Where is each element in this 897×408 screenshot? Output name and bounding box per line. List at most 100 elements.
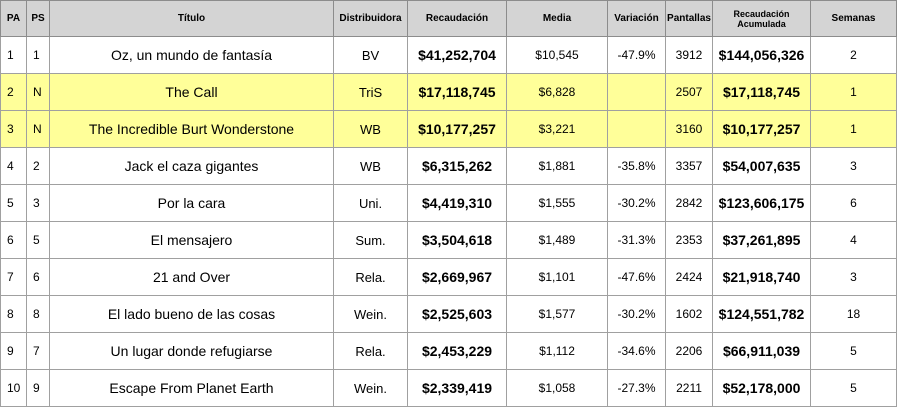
cell-distributor: Wein. — [333, 369, 408, 407]
table-row: 4 2 Jack el caza gigantes WB $6,315,262 … — [0, 147, 897, 185]
cell-pa: 7 — [0, 258, 27, 296]
cell-distributor: BV — [333, 36, 408, 74]
cell-pa: 3 — [0, 110, 27, 148]
cell-cumulative: $66,911,039 — [712, 332, 811, 370]
cell-gross: $17,118,745 — [407, 73, 507, 111]
table-row: 7 6 21 and Over Rela. $2,669,967 $1,101 … — [0, 258, 897, 296]
cell-gross: $6,315,262 — [407, 147, 507, 185]
cell-pa: 4 — [0, 147, 27, 185]
cell-screens: 2211 — [665, 369, 713, 407]
table-row: 1 1 Oz, un mundo de fantasía BV $41,252,… — [0, 36, 897, 74]
cell-change: -34.6% — [607, 332, 666, 370]
cell-ps: 2 — [26, 147, 50, 185]
cell-ps: N — [26, 73, 50, 111]
cell-change: -47.6% — [607, 258, 666, 296]
cell-change: -30.2% — [607, 184, 666, 222]
cell-distributor: Rela. — [333, 258, 408, 296]
cell-average: $1,881 — [506, 147, 608, 185]
cell-ps: 1 — [26, 36, 50, 74]
cell-cumulative: $17,118,745 — [712, 73, 811, 111]
cell-pa: 9 — [0, 332, 27, 370]
header-average: Media — [506, 0, 608, 37]
cell-distributor: Rela. — [333, 332, 408, 370]
cell-pa: 8 — [0, 295, 27, 333]
cell-average: $1,058 — [506, 369, 608, 407]
cell-pa: 1 — [0, 36, 27, 74]
table-row: 9 7 Un lugar donde refugiarse Rela. $2,4… — [0, 332, 897, 370]
cell-pa: 2 — [0, 73, 27, 111]
cell-weeks: 5 — [810, 332, 897, 370]
table-row: 8 8 El lado bueno de las cosas Wein. $2,… — [0, 295, 897, 333]
cell-cumulative: $144,056,326 — [712, 36, 811, 74]
cell-title: Por la cara — [49, 184, 334, 222]
header-ps: PS — [26, 0, 50, 37]
cell-gross: $2,669,967 — [407, 258, 507, 296]
cell-weeks: 1 — [810, 110, 897, 148]
cell-weeks: 3 — [810, 147, 897, 185]
cell-title: Jack el caza gigantes — [49, 147, 334, 185]
cell-title: El mensajero — [49, 221, 334, 259]
cell-screens: 2353 — [665, 221, 713, 259]
cell-title: Escape From Planet Earth — [49, 369, 334, 407]
table-row: 10 9 Escape From Planet Earth Wein. $2,3… — [0, 369, 897, 407]
cell-screens: 2206 — [665, 332, 713, 370]
cell-cumulative: $10,177,257 — [712, 110, 811, 148]
table-row: 5 3 Por la cara Uni. $4,419,310 $1,555 -… — [0, 184, 897, 222]
cell-change: -31.3% — [607, 221, 666, 259]
cell-weeks: 4 — [810, 221, 897, 259]
cell-weeks: 3 — [810, 258, 897, 296]
cell-screens: 3912 — [665, 36, 713, 74]
cell-distributor: Uni. — [333, 184, 408, 222]
header-pa: PA — [0, 0, 27, 37]
header-change: Variación — [607, 0, 666, 37]
table-row: 2 N The Call TriS $17,118,745 $6,828 250… — [0, 73, 897, 111]
cell-gross: $41,252,704 — [407, 36, 507, 74]
cell-pa: 5 — [0, 184, 27, 222]
cell-ps: N — [26, 110, 50, 148]
cell-weeks: 2 — [810, 36, 897, 74]
cell-average: $3,221 — [506, 110, 608, 148]
cell-title: El lado bueno de las cosas — [49, 295, 334, 333]
cell-ps: 5 — [26, 221, 50, 259]
cell-change: -35.8% — [607, 147, 666, 185]
cell-average: $1,555 — [506, 184, 608, 222]
header-weeks: Semanas — [810, 0, 897, 37]
cell-ps: 8 — [26, 295, 50, 333]
cell-screens: 3160 — [665, 110, 713, 148]
header-row: PA PS Título Distribuidora Recaudación M… — [0, 0, 897, 37]
cell-title: 21 and Over — [49, 258, 334, 296]
header-screens: Pantallas — [665, 0, 713, 37]
header-gross: Recaudación — [407, 0, 507, 37]
cell-change: -27.3% — [607, 369, 666, 407]
cell-average: $6,828 — [506, 73, 608, 111]
table-body: 1 1 Oz, un mundo de fantasía BV $41,252,… — [0, 36, 897, 407]
cell-gross: $2,339,419 — [407, 369, 507, 407]
cell-distributor: Wein. — [333, 295, 408, 333]
cell-distributor: TriS — [333, 73, 408, 111]
cell-title: The Call — [49, 73, 334, 111]
cell-weeks: 18 — [810, 295, 897, 333]
cell-gross: $3,504,618 — [407, 221, 507, 259]
cell-weeks: 5 — [810, 369, 897, 407]
cell-screens: 2507 — [665, 73, 713, 111]
cell-screens: 1602 — [665, 295, 713, 333]
cell-title: Oz, un mundo de fantasía — [49, 36, 334, 74]
cell-gross: $10,177,257 — [407, 110, 507, 148]
cell-screens: 2424 — [665, 258, 713, 296]
table-row: 3 N The Incredible Burt Wonderstone WB $… — [0, 110, 897, 148]
cell-title: Un lugar donde refugiarse — [49, 332, 334, 370]
cell-gross: $4,419,310 — [407, 184, 507, 222]
table-row: 6 5 El mensajero Sum. $3,504,618 $1,489 … — [0, 221, 897, 259]
header-cumulative: Recaudación Acumulada — [712, 0, 811, 37]
cell-distributor: Sum. — [333, 221, 408, 259]
cell-weeks: 6 — [810, 184, 897, 222]
cell-screens: 3357 — [665, 147, 713, 185]
cell-ps: 6 — [26, 258, 50, 296]
cell-gross: $2,453,229 — [407, 332, 507, 370]
cell-gross: $2,525,603 — [407, 295, 507, 333]
cell-change: -47.9% — [607, 36, 666, 74]
cell-ps: 9 — [26, 369, 50, 407]
cell-change — [607, 110, 666, 148]
cell-average: $10,545 — [506, 36, 608, 74]
